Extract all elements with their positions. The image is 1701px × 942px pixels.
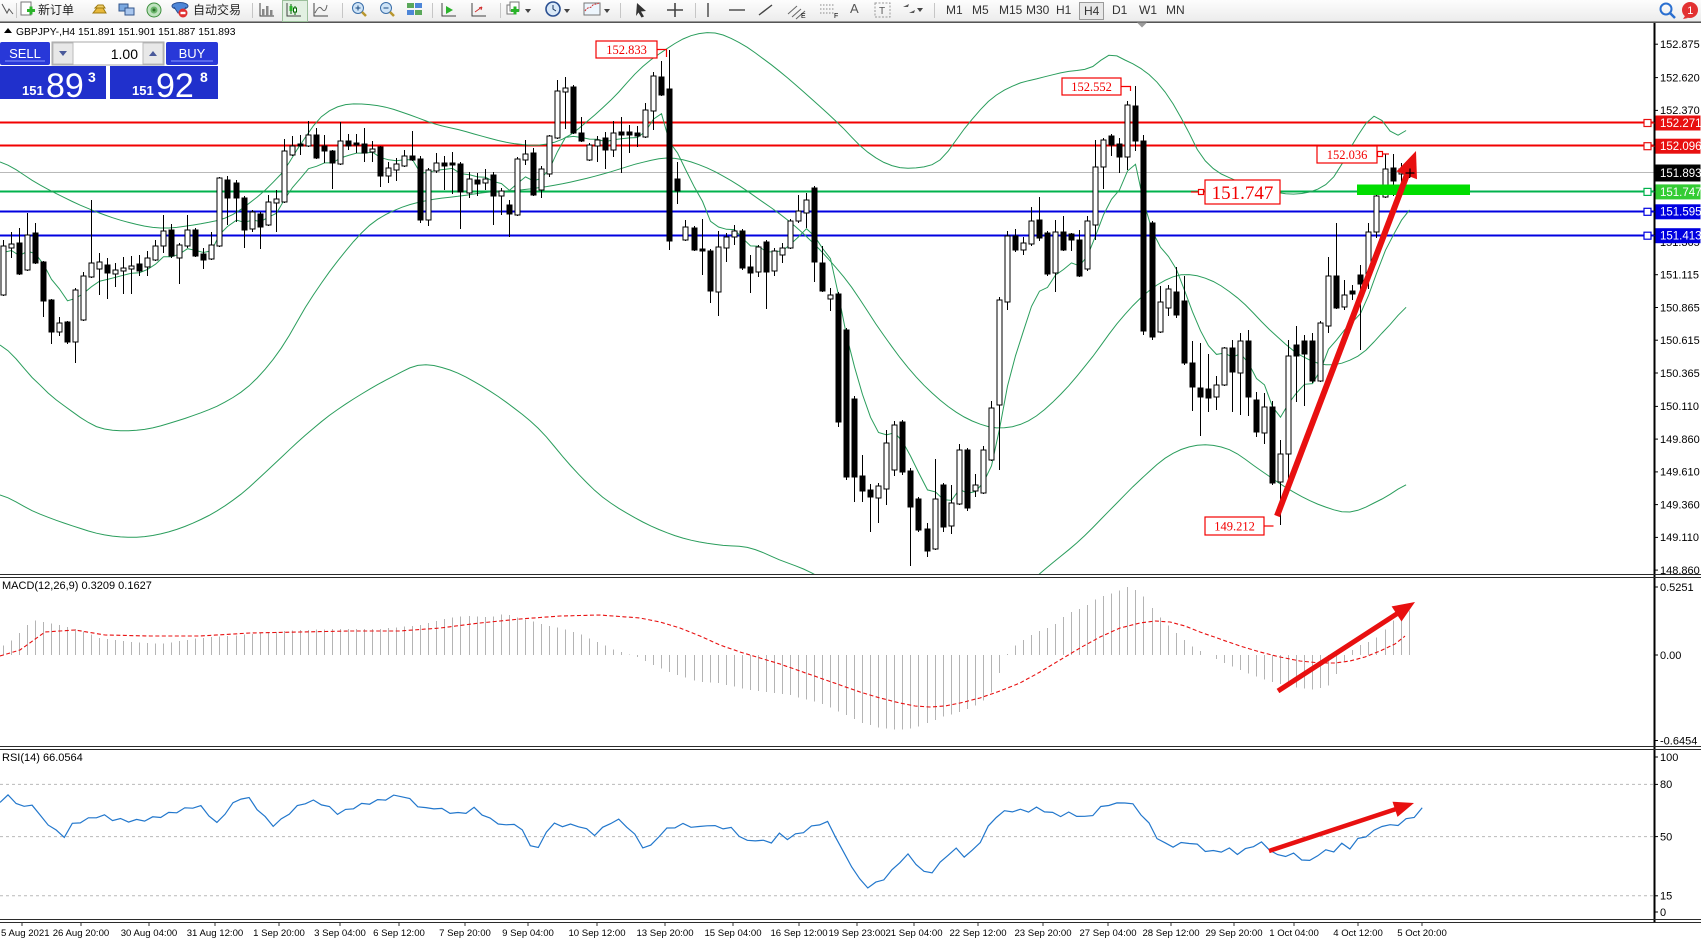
svg-text:151: 151 bbox=[132, 83, 154, 98]
svg-text:149.212: 149.212 bbox=[1214, 520, 1255, 534]
svg-text:150.865: 150.865 bbox=[1660, 302, 1700, 314]
svg-text:1: 1 bbox=[1687, 5, 1693, 17]
svg-text:148.860: 148.860 bbox=[1660, 565, 1700, 577]
svg-text:151.413: 151.413 bbox=[1660, 231, 1701, 243]
svg-text:151.893: 151.893 bbox=[1660, 168, 1701, 180]
svg-text:150.365: 150.365 bbox=[1660, 368, 1700, 380]
svg-text:152.620: 152.620 bbox=[1660, 72, 1700, 84]
svg-text:152.552: 152.552 bbox=[1071, 80, 1112, 94]
svg-text:151.115: 151.115 bbox=[1660, 270, 1699, 282]
svg-text:151.747: 151.747 bbox=[1660, 187, 1701, 199]
svg-text:29 Sep 20:00: 29 Sep 20:00 bbox=[1205, 928, 1262, 939]
svg-text:22 Sep 12:00: 22 Sep 12:00 bbox=[949, 928, 1006, 939]
svg-text:T: T bbox=[879, 6, 885, 17]
svg-text:0.00: 0.00 bbox=[1660, 650, 1681, 662]
svg-text:SELL: SELL bbox=[9, 46, 41, 61]
svg-text:152.096: 152.096 bbox=[1660, 141, 1701, 153]
svg-text:21 Sep 04:00: 21 Sep 04:00 bbox=[885, 928, 942, 939]
svg-text:23 Sep 20:00: 23 Sep 20:00 bbox=[1014, 928, 1071, 939]
svg-text:31 Aug 12:00: 31 Aug 12:00 bbox=[187, 928, 244, 939]
svg-text:152.875: 152.875 bbox=[1660, 39, 1700, 51]
svg-text:28 Sep 12:00: 28 Sep 12:00 bbox=[1142, 928, 1199, 939]
svg-text:30 Aug 04:00: 30 Aug 04:00 bbox=[121, 928, 178, 939]
svg-text:151.595: 151.595 bbox=[1660, 207, 1701, 219]
svg-text:F: F bbox=[834, 13, 838, 20]
svg-text:9 Sep 04:00: 9 Sep 04:00 bbox=[502, 928, 554, 939]
svg-text:152.833: 152.833 bbox=[606, 43, 647, 57]
svg-text:92: 92 bbox=[156, 67, 194, 105]
svg-text:1 Sep 20:00: 1 Sep 20:00 bbox=[253, 928, 305, 939]
svg-text:151: 151 bbox=[22, 83, 44, 98]
svg-text:0: 0 bbox=[1660, 907, 1666, 919]
svg-text:150.615: 150.615 bbox=[1660, 335, 1700, 347]
svg-text:151.747: 151.747 bbox=[1212, 183, 1274, 204]
svg-text:6 Sep 12:00: 6 Sep 12:00 bbox=[373, 928, 425, 939]
svg-text:7 Sep 20:00: 7 Sep 20:00 bbox=[439, 928, 491, 939]
svg-text:MACD(12,26,9) 0.3209 0.1627: MACD(12,26,9) 0.3209 0.1627 bbox=[2, 580, 152, 592]
svg-text:152.370: 152.370 bbox=[1660, 105, 1700, 117]
svg-text:15 Sep 04:00: 15 Sep 04:00 bbox=[704, 928, 761, 939]
svg-text:RSI(14) 66.0564: RSI(14) 66.0564 bbox=[2, 752, 83, 764]
svg-text:152.036: 152.036 bbox=[1327, 148, 1368, 162]
svg-text:5 Oct 20:00: 5 Oct 20:00 bbox=[1397, 928, 1447, 939]
svg-text:0.5251: 0.5251 bbox=[1660, 582, 1694, 594]
svg-text:149.860: 149.860 bbox=[1660, 434, 1700, 446]
svg-text:1 Oct 04:00: 1 Oct 04:00 bbox=[1269, 928, 1319, 939]
svg-text:19 Sep 23:00: 19 Sep 23:00 bbox=[828, 928, 885, 939]
svg-text:15: 15 bbox=[1660, 891, 1672, 903]
svg-text:149.360: 149.360 bbox=[1660, 499, 1700, 511]
svg-text:152.271: 152.271 bbox=[1660, 118, 1701, 130]
svg-text:8: 8 bbox=[200, 69, 208, 85]
svg-text:150.110: 150.110 bbox=[1660, 401, 1699, 413]
svg-text:89: 89 bbox=[46, 67, 84, 105]
svg-text:GBPJPY-,H4 151.891 151.901 15: GBPJPY-,H4 151.891 151.901 151.887 151.8… bbox=[16, 27, 236, 38]
svg-text:BUY: BUY bbox=[179, 46, 206, 61]
svg-text:26 Aug 20:00: 26 Aug 20:00 bbox=[53, 928, 110, 939]
svg-text:100: 100 bbox=[1660, 752, 1678, 764]
svg-text:3 Sep 04:00: 3 Sep 04:00 bbox=[314, 928, 366, 939]
svg-text:10 Sep 12:00: 10 Sep 12:00 bbox=[568, 928, 625, 939]
svg-text:1.00: 1.00 bbox=[111, 46, 138, 62]
svg-text:80: 80 bbox=[1660, 779, 1672, 791]
svg-text:E: E bbox=[801, 13, 806, 20]
svg-text:50: 50 bbox=[1660, 831, 1672, 843]
svg-text:-0.6454: -0.6454 bbox=[1660, 735, 1697, 747]
svg-text:3: 3 bbox=[88, 69, 96, 85]
svg-text:27 Sep 04:00: 27 Sep 04:00 bbox=[1079, 928, 1136, 939]
svg-text:13 Sep 20:00: 13 Sep 20:00 bbox=[636, 928, 693, 939]
svg-text:149.610: 149.610 bbox=[1660, 467, 1700, 479]
svg-text:16 Sep 12:00: 16 Sep 12:00 bbox=[770, 928, 827, 939]
svg-text:149.110: 149.110 bbox=[1660, 532, 1699, 544]
svg-text:4 Oct 12:00: 4 Oct 12:00 bbox=[1333, 928, 1383, 939]
svg-text:5 Aug 2021: 5 Aug 2021 bbox=[1, 928, 50, 939]
